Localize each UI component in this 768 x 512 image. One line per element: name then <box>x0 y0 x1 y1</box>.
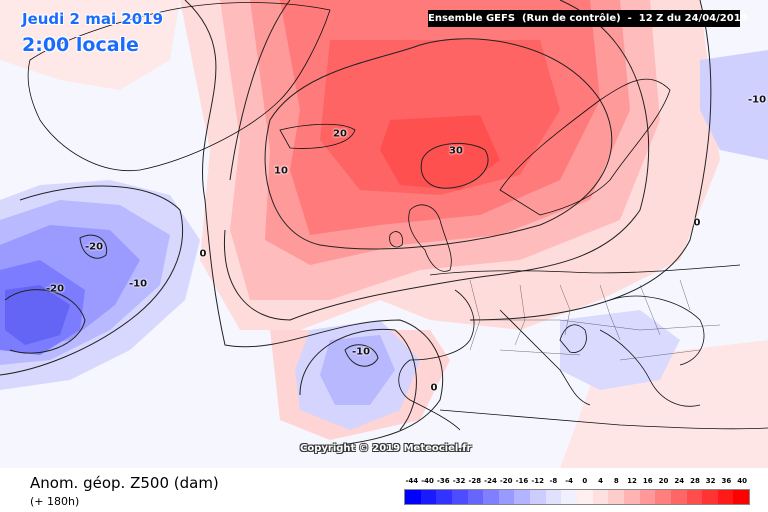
color-scale-tick: 16 <box>642 477 653 485</box>
color-scale-swatch <box>577 490 593 504</box>
contour-label-30: 30 <box>449 145 463 157</box>
color-scale-tick: -36 <box>436 477 450 485</box>
anomaly-field <box>0 0 768 468</box>
color-scale-swatch <box>530 490 546 504</box>
color-scale-swatch <box>514 490 531 504</box>
color-scale-tick: 36 <box>721 477 732 485</box>
forecast-time: 2:00 locale <box>22 34 139 56</box>
color-scale-tick: -32 <box>452 477 466 485</box>
color-scale-tick: 40 <box>737 477 747 485</box>
color-scale-labels: -44 -40 -36 -32 -28 -24 -20 -16 -12 -8 -4 0 4 8 12 16 20… <box>404 476 750 488</box>
color-scale-tick: -40 <box>421 477 434 485</box>
color-scale-swatch <box>420 490 437 504</box>
color-scale-tick: -28 <box>468 477 482 485</box>
contour-label-minus10-west: -10 <box>128 278 148 290</box>
color-scale-tick: 32 <box>705 477 716 485</box>
color-scale-swatch <box>686 490 703 504</box>
contour-label-minus10-south: -10 <box>351 346 371 358</box>
contour-label-10: 10 <box>274 165 288 177</box>
color-scale-tick: 12 <box>627 477 637 485</box>
color-scale-tick: -44 <box>405 477 419 485</box>
contour-label-minus20-a: -20 <box>84 241 104 253</box>
contour-label-0-west: 0 <box>199 248 207 260</box>
color-scale-tick: -16 <box>515 477 529 485</box>
contour-label-minus10-east: -10 <box>747 94 767 106</box>
color-scale-tick: -4 <box>565 477 574 485</box>
contour-label-0-south: 0 <box>430 382 438 394</box>
legend-footer: Anom. géop. Z500 (dam) (+ 180h) -44 -40 -3… <box>0 468 768 512</box>
color-scale-swatch <box>655 490 671 504</box>
color-scale-tick: 0 <box>582 477 588 485</box>
contour-label-minus20-b: -20 <box>45 283 65 295</box>
color-scale-tick: 28 <box>690 477 700 485</box>
color-scale-tick: -12 <box>531 477 544 485</box>
color-scale-swatch <box>545 490 562 504</box>
color-scale-swatch <box>639 490 656 504</box>
copyright-notice: Copyright © 2019 Meteociel.fr <box>300 443 472 454</box>
contour-label-20: 20 <box>333 128 347 140</box>
color-scale-swatch <box>592 490 609 504</box>
color-scale-swatch <box>483 490 499 504</box>
color-scale-swatch <box>405 490 421 504</box>
color-scale-swatch <box>498 490 515 504</box>
color-scale-swatch <box>451 490 468 504</box>
color-scale-swatch <box>623 490 640 504</box>
color-scale-bar <box>404 489 750 505</box>
contour-label-0-east: 0 <box>693 217 701 229</box>
color-scale-tick: -8 <box>549 477 558 485</box>
color-scale-swatch <box>733 490 750 504</box>
color-scale-swatch <box>467 490 484 504</box>
color-scale-tick: -24 <box>484 477 497 485</box>
color-scale-tick: 20 <box>658 477 669 485</box>
lead-time: (+ 180h) <box>30 495 80 508</box>
run-banner: Ensemble GEFS (Run de contrôle) - 12 Z d… <box>428 10 748 27</box>
color-scale-tick: 8 <box>613 477 619 485</box>
color-scale: -44 -40 -36 -32 -28 -24 -20 -16 -12 -8 -4 0 4 8 12 16 20… <box>404 476 750 505</box>
color-scale-tick: 24 <box>674 477 685 485</box>
color-scale-swatch <box>561 490 578 504</box>
color-scale-tick: 4 <box>598 477 604 485</box>
color-scale-tick: -20 <box>499 477 513 485</box>
color-scale-swatch <box>717 490 734 504</box>
variable-title: Anom. géop. Z500 (dam) <box>30 474 219 492</box>
color-scale-swatch <box>702 490 718 504</box>
forecast-date: Jeudi 2 mai 2019 <box>22 10 164 28</box>
color-scale-swatch <box>436 490 452 504</box>
color-scale-swatch <box>670 490 687 504</box>
color-scale-swatch <box>608 490 624 504</box>
anomaly-map: 30 20 10 0 -10 -20 -20 -10 -10 0 0 Jeudi… <box>0 0 768 468</box>
